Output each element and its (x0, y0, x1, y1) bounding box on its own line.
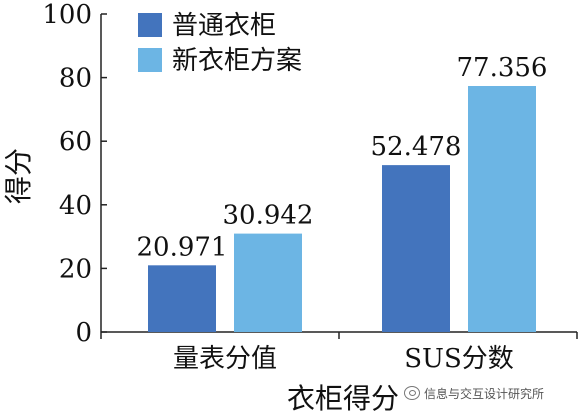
y-tick-label: 40 (59, 191, 92, 221)
bar (234, 233, 302, 332)
y-tick-label: 20 (59, 254, 92, 284)
bar (382, 165, 450, 332)
legend-swatch (138, 48, 162, 72)
bar-value-label: 77.356 (457, 53, 548, 83)
bar (148, 265, 216, 332)
watermark-text: 信息与交互设计研究所 (424, 386, 545, 401)
bar (468, 86, 536, 332)
bar-value-label: 30.942 (223, 201, 314, 231)
bar-value-label: 20.971 (137, 232, 228, 262)
y-tick-label: 100 (42, 0, 92, 30)
wechat-icon (404, 386, 420, 400)
legend-label: 新衣柜方案 (172, 46, 302, 76)
watermark: 信息与交互设计研究所 (404, 384, 544, 402)
y-axis-label: 得分 (2, 148, 35, 204)
bar-value-label: 52.478 (371, 132, 462, 162)
x-tick-label: 量表分值 (173, 344, 277, 374)
y-tick-label: 80 (59, 64, 92, 94)
legend-label: 普通衣柜 (172, 11, 276, 41)
x-axis-label: 衣柜得分 (287, 382, 399, 415)
x-tick-label: SUS分数 (404, 344, 514, 374)
y-tick-label: 0 (75, 318, 92, 348)
y-tick-label: 60 (59, 127, 92, 157)
legend-swatch (138, 13, 162, 37)
axes: 0 20 40 60 80 100 (42, 0, 578, 348)
